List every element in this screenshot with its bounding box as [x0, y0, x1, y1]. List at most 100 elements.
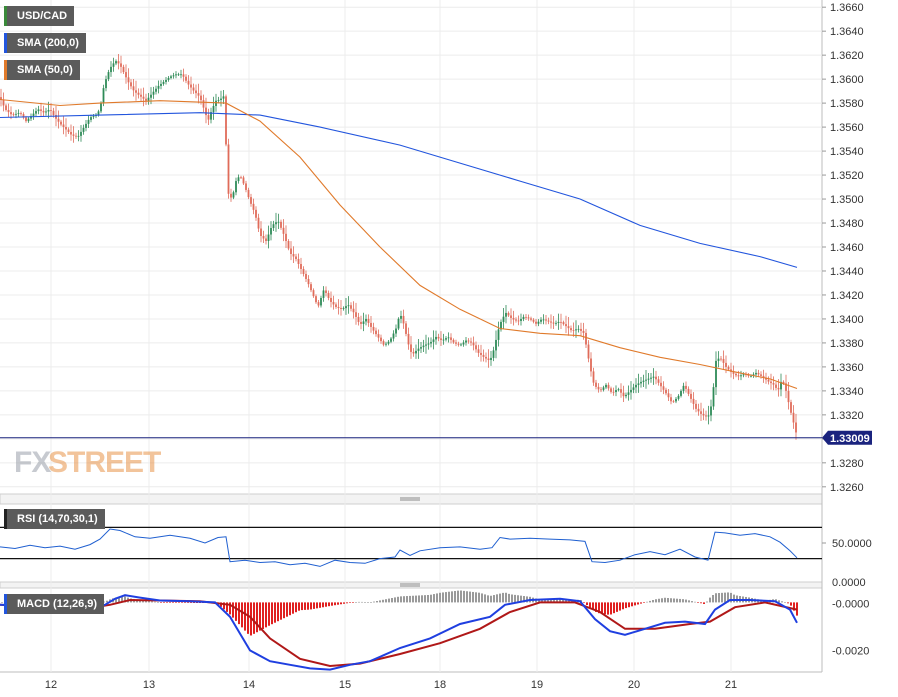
legend-symbol[interactable]: USD/CAD: [4, 6, 75, 26]
candle-body: [155, 88, 157, 92]
macd-histogram-bar: [547, 599, 549, 603]
candlesticks: [0, 53, 797, 440]
candle-body: [715, 360, 717, 388]
candle-body: [52, 110, 55, 115]
y-tick-label: 1.3340: [830, 386, 864, 398]
candle-body: [757, 372, 760, 375]
macd-histogram-bar: [538, 599, 540, 603]
macd-histogram-bar: [310, 602, 312, 610]
macd-histogram-bar: [475, 592, 477, 603]
candle-body: [520, 318, 522, 321]
candle-body: [277, 221, 280, 223]
candle-body: [657, 379, 660, 383]
x-tick-label: 14: [243, 679, 255, 691]
candle-body: [597, 386, 600, 390]
candle-body: [315, 296, 317, 303]
y-tick-label: 1.3320: [830, 410, 864, 422]
y-tick-label: 1.3280: [830, 458, 864, 470]
candle-body: [490, 357, 492, 361]
macd-histogram-bar: [148, 600, 150, 603]
candle-body: [737, 375, 740, 377]
macd-histogram-bar: [583, 602, 585, 603]
candle-body: [727, 366, 730, 370]
candle-body: [187, 80, 190, 85]
candle-body: [250, 197, 252, 204]
macd-histogram-bar: [181, 602, 183, 603]
macd-histogram-bar: [544, 599, 546, 603]
y-tick-label: 1.3420: [830, 290, 864, 302]
candle-body: [500, 321, 502, 330]
macd-histogram-bar: [661, 598, 663, 603]
macd-histogram-bar: [370, 602, 372, 603]
candle-body: [207, 115, 210, 120]
candle-body: [360, 321, 362, 324]
candle-body: [432, 339, 435, 342]
macd-histogram-bar: [487, 595, 489, 603]
candle-body: [497, 329, 500, 340]
candle-body: [235, 181, 237, 193]
candle-body: [567, 326, 570, 329]
candle-body: [220, 98, 222, 100]
y-tick-label: 1.3480: [830, 218, 864, 230]
macd-histogram-bar: [262, 602, 264, 629]
candle-body: [682, 385, 685, 391]
macd-histogram-bar: [169, 602, 171, 603]
macd-histogram-bar: [436, 593, 438, 603]
candle-body: [15, 113, 17, 115]
candle-body: [395, 328, 397, 334]
legend-sma50[interactable]: SMA (50,0): [4, 60, 80, 80]
candle-body: [40, 109, 42, 111]
macd-histogram-bar: [682, 599, 684, 603]
y-tick-label: 1.3520: [830, 170, 864, 182]
candle-body: [667, 393, 670, 398]
candle-body: [492, 350, 495, 358]
candle-body: [585, 332, 587, 345]
macd-histogram-bar: [343, 602, 345, 604]
macd-histogram-bar: [631, 602, 633, 607]
candle-body: [462, 342, 465, 345]
candle-body: [710, 406, 712, 416]
candle-body: [285, 233, 287, 242]
legend-sma200[interactable]: SMA (200,0): [4, 33, 86, 53]
candle-body: [260, 228, 262, 237]
candle-body: [310, 284, 312, 291]
candle-body: [22, 114, 25, 118]
candle-body: [507, 312, 510, 316]
macd-histogram-bar: [388, 598, 390, 603]
macd-histogram-bar: [376, 601, 378, 603]
macd-histogram-bar: [442, 592, 444, 603]
macd-histogram-bar: [352, 602, 354, 603]
candle-body: [252, 203, 255, 210]
candle-body: [57, 118, 60, 122]
candle-body: [365, 318, 367, 322]
candle-body: [150, 94, 152, 98]
y-tick-label: 1.3580: [830, 98, 864, 110]
legend-macd[interactable]: MACD (12,26,9): [4, 594, 105, 614]
macd-histogram-bar: [196, 602, 198, 603]
sma200-line: [0, 112, 798, 268]
macd-histogram-bar: [712, 595, 714, 603]
candle-body: [707, 415, 710, 417]
legend-rsi[interactable]: RSI (14,70,30,1): [4, 509, 105, 529]
candle-body: [72, 134, 75, 136]
macd-histogram-bar: [355, 602, 357, 603]
macd-histogram-bar: [553, 599, 555, 603]
candle-body: [117, 61, 120, 64]
candle-body: [67, 129, 70, 132]
macd-histogram-bar: [727, 592, 729, 603]
macd-histogram-bar: [664, 597, 666, 603]
candle-body: [772, 383, 775, 385]
candle-body: [692, 398, 695, 404]
candle-body: [312, 290, 315, 297]
macd-histogram-bar: [418, 595, 420, 603]
candle-body: [135, 90, 137, 93]
candle-body: [132, 86, 135, 91]
candle-body: [320, 297, 322, 306]
candle-body: [242, 177, 245, 184]
candle-body: [560, 321, 562, 323]
candle-body: [185, 76, 187, 81]
candle-body: [352, 308, 355, 313]
candle-body: [397, 318, 400, 329]
candle-body: [362, 321, 365, 324]
macd-histogram-bar: [481, 593, 483, 603]
